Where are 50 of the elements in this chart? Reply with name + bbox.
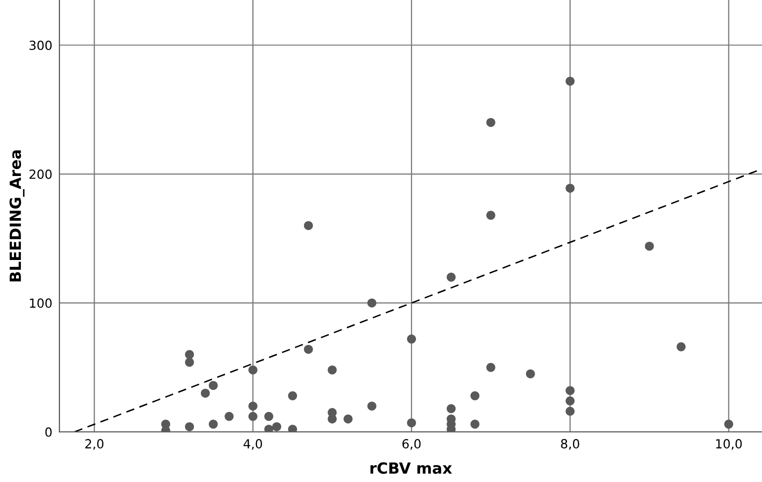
- point: [288, 424, 298, 432]
- point: [208, 380, 218, 390]
- point: [566, 406, 575, 416]
- point: [470, 420, 480, 429]
- point: [407, 334, 416, 344]
- point: [264, 412, 274, 421]
- point: [566, 184, 575, 193]
- x-tick-label: 10,0: [716, 439, 742, 450]
- y-axis-title: BLEEDING_Area: [10, 150, 24, 282]
- point: [184, 422, 194, 432]
- point: [526, 369, 535, 378]
- x-tick-label: 4,0: [244, 439, 262, 450]
- point: [446, 272, 456, 282]
- point: [304, 221, 313, 230]
- point: [676, 342, 686, 352]
- point: [304, 344, 313, 354]
- point: [367, 298, 376, 308]
- point: [184, 358, 194, 367]
- point: [446, 404, 456, 414]
- point: [724, 420, 734, 429]
- point: [184, 350, 194, 360]
- y-tick-label: 100: [30, 298, 52, 308]
- point: [272, 422, 282, 432]
- point: [367, 402, 376, 411]
- point: [208, 420, 218, 429]
- point: [264, 424, 274, 432]
- point: [288, 391, 298, 400]
- point: [328, 365, 337, 374]
- point: [486, 210, 496, 220]
- point: [566, 76, 575, 86]
- point: [224, 412, 234, 421]
- x-tick-label: 2,0: [85, 439, 104, 450]
- point: [248, 365, 258, 374]
- point: [470, 391, 480, 400]
- x-tick-label: 8,0: [561, 439, 580, 450]
- point: [566, 386, 575, 396]
- point: [248, 402, 258, 411]
- point: [486, 118, 496, 127]
- point: [200, 388, 210, 398]
- x-axis-title: rCBV max: [370, 462, 452, 474]
- point: [407, 418, 416, 428]
- point: [248, 412, 258, 421]
- y-tick-label: 0: [45, 427, 52, 437]
- point: [644, 242, 654, 251]
- x-tick-label: 6,0: [402, 439, 421, 450]
- y-tick-label: 300: [30, 40, 52, 50]
- point: [344, 414, 353, 424]
- point: [566, 396, 575, 406]
- y-tick-label: 200: [30, 170, 52, 179]
- point: [486, 362, 496, 372]
